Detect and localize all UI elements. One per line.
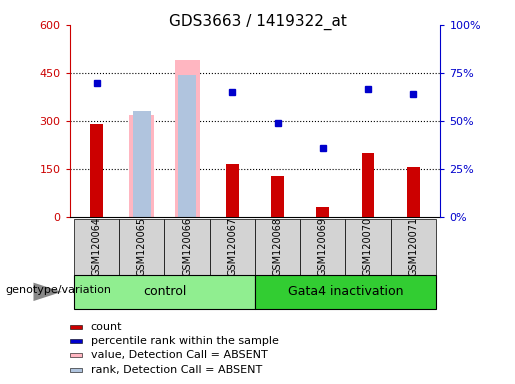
Text: count: count bbox=[91, 322, 122, 332]
Bar bbox=[129, 114, 154, 217]
Text: rank, Detection Call = ABSENT: rank, Detection Call = ABSENT bbox=[91, 365, 262, 376]
Bar bbox=[70, 353, 82, 357]
Text: GSM120069: GSM120069 bbox=[318, 217, 328, 276]
Bar bbox=[362, 153, 374, 217]
Text: GSM120067: GSM120067 bbox=[227, 217, 237, 276]
Text: GSM120066: GSM120066 bbox=[182, 217, 192, 276]
Bar bbox=[255, 219, 300, 275]
Bar bbox=[226, 164, 238, 217]
Bar bbox=[407, 167, 420, 217]
Polygon shape bbox=[33, 283, 62, 301]
Bar bbox=[346, 219, 390, 275]
Bar bbox=[175, 60, 199, 217]
Text: GSM120068: GSM120068 bbox=[272, 217, 283, 276]
Text: GDS3663 / 1419322_at: GDS3663 / 1419322_at bbox=[168, 13, 347, 30]
Text: GSM120065: GSM120065 bbox=[137, 217, 147, 276]
Bar bbox=[70, 368, 82, 372]
Bar bbox=[255, 275, 436, 309]
Text: control: control bbox=[143, 285, 186, 298]
Bar bbox=[70, 325, 82, 329]
Text: genotype/variation: genotype/variation bbox=[5, 285, 111, 295]
Bar bbox=[164, 219, 210, 275]
Text: GSM120071: GSM120071 bbox=[408, 217, 418, 276]
Text: GSM120064: GSM120064 bbox=[92, 217, 101, 276]
Bar bbox=[70, 339, 82, 343]
Text: value, Detection Call = ABSENT: value, Detection Call = ABSENT bbox=[91, 350, 267, 360]
Bar bbox=[90, 124, 103, 217]
Bar bbox=[300, 219, 346, 275]
Text: GSM120070: GSM120070 bbox=[363, 217, 373, 276]
Bar bbox=[178, 74, 196, 217]
Bar bbox=[390, 219, 436, 275]
Bar bbox=[210, 219, 255, 275]
Bar bbox=[271, 176, 284, 217]
Bar bbox=[119, 219, 164, 275]
Text: Gata4 inactivation: Gata4 inactivation bbox=[287, 285, 403, 298]
Bar bbox=[133, 111, 150, 217]
Bar bbox=[74, 275, 255, 309]
Text: percentile rank within the sample: percentile rank within the sample bbox=[91, 336, 279, 346]
Bar bbox=[74, 219, 119, 275]
Bar bbox=[316, 207, 329, 217]
